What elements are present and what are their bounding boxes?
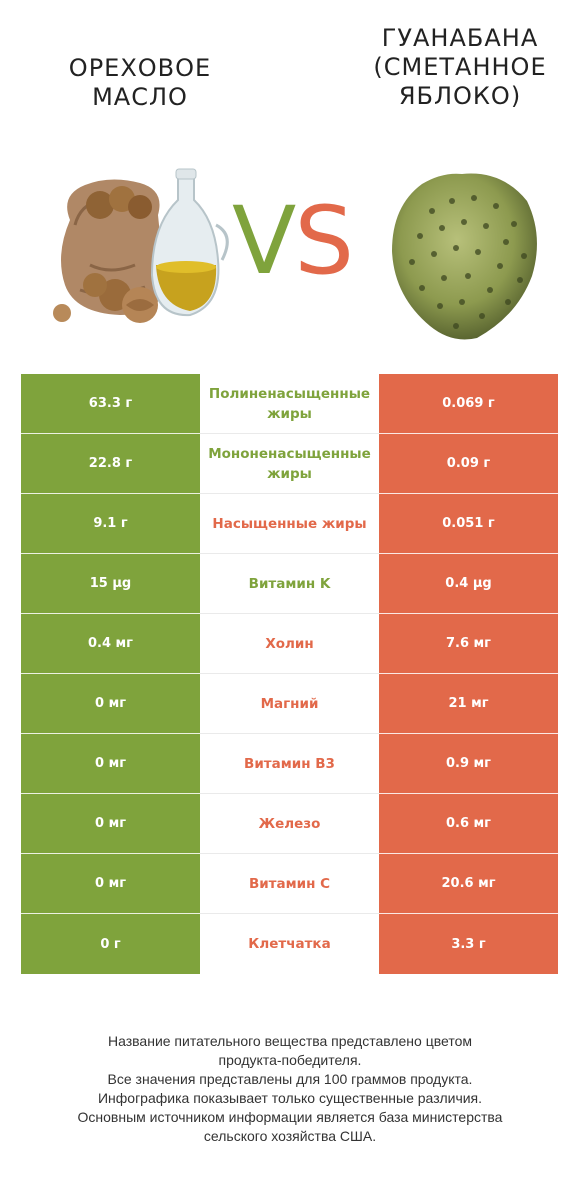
table-row: 0 мг Железо 0.6 мг (21, 794, 558, 854)
right-value-cell: 7.6 мг (379, 614, 558, 674)
right-value-cell: 0.4 µg (379, 554, 558, 614)
table-row: 63.3 г Полиненасыщенные жиры 0.069 г (21, 374, 558, 434)
right-value-cell: 0.069 г (379, 374, 558, 434)
right-value-cell: 21 мг (379, 674, 558, 734)
right-value-cell: 0.9 мг (379, 734, 558, 794)
table-row: 15 µg Витамин K 0.4 µg (21, 554, 558, 614)
right-product-title: ГУАНАБАНА (СМЕТАННОЕ ЯБЛОКО) (373, 24, 547, 110)
comparison-table: 63.3 г Полиненасыщенные жиры 0.069 г 22.8 г… (21, 374, 558, 974)
nutrient-name-cell: Витамин B3 (200, 734, 379, 794)
table-row: 0 мг Витамин C 20.6 мг (21, 854, 558, 914)
left-value-cell: 63.3 г (21, 374, 200, 434)
footer-line: Все значения представлены для 100 граммо… (107, 1071, 473, 1087)
nutrient-name-cell: Холин (200, 614, 379, 674)
left-value-cell: 0 мг (21, 674, 200, 734)
left-value-cell: 0 мг (21, 794, 200, 854)
nutrient-name-cell: Мононенасыщенные жиры (200, 434, 379, 494)
table-row: 9.1 г Насыщенные жиры 0.051 г (21, 494, 558, 554)
vs-label: VS (222, 192, 362, 292)
nutrient-name-cell: Витамин C (200, 854, 379, 914)
right-value-cell: 0.09 г (379, 434, 558, 494)
walnut-oil-image (53, 168, 229, 323)
left-value-cell: 0 мг (21, 734, 200, 794)
left-value-cell: 15 µg (21, 554, 200, 614)
nutrient-name-cell: Полиненасыщенные жиры (200, 374, 379, 434)
footer-line: Инфографика показывает только существенн… (97, 1090, 483, 1106)
footer-line: Основным источником информации является … (77, 1109, 503, 1125)
footer-line: продукта-победителя. (218, 1052, 362, 1068)
right-value-cell: 3.3 г (379, 914, 558, 974)
left-value-cell: 9.1 г (21, 494, 200, 554)
footer-line: Название питательного вещества представл… (107, 1033, 473, 1049)
footer-note: Название питательного вещества представл… (20, 1032, 560, 1146)
table-row: 0 мг Магний 21 мг (21, 674, 558, 734)
vs-s: S (294, 187, 354, 296)
left-value-cell: 0 мг (21, 854, 200, 914)
right-value-cell: 20.6 мг (379, 854, 558, 914)
table-row: 0.4 мг Холин 7.6 мг (21, 614, 558, 674)
table-row: 0 мг Витамин B3 0.9 мг (21, 734, 558, 794)
table-row: 0 г Клетчатка 3.3 г (21, 914, 558, 974)
nutrient-name-cell: Витамин K (200, 554, 379, 614)
left-product-title: ОРЕХОВОЕ МАСЛО (68, 54, 212, 111)
soursop-image (392, 173, 537, 340)
left-value-cell: 22.8 г (21, 434, 200, 494)
table-row: 22.8 г Мононенасыщенные жиры 0.09 г (21, 434, 558, 494)
nutrient-name-cell: Насыщенные жиры (200, 494, 379, 554)
vs-v: V (232, 187, 296, 296)
nutrient-name-cell: Железо (200, 794, 379, 854)
nutrient-name-cell: Клетчатка (248, 936, 331, 952)
footer-line: сельского хозяйства США. (203, 1128, 377, 1144)
right-value-cell: 0.051 г (379, 494, 558, 554)
nutrient-name-cell: Магний (200, 674, 379, 734)
left-value-cell: 0.4 мг (21, 614, 200, 674)
right-value-cell: 0.6 мг (379, 794, 558, 854)
left-value-cell: 0 г (21, 914, 200, 974)
